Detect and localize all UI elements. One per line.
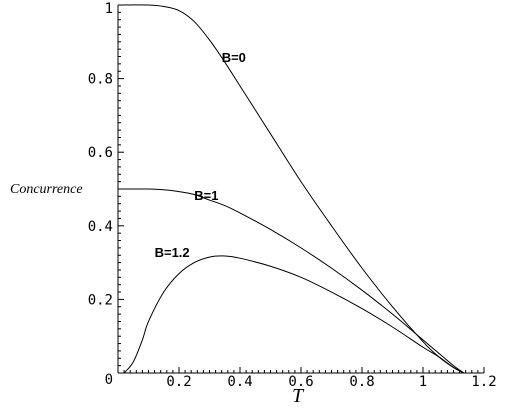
x-tick-label: 0.6	[288, 374, 313, 390]
y-tick-label: 0.6	[88, 145, 113, 161]
y-axis-label: Concurrence	[10, 182, 83, 197]
y-tick-label: 0.4	[88, 219, 113, 235]
curves	[117, 4, 465, 374]
x-tick-label: 0.8	[349, 374, 374, 390]
curve-label: B=1	[194, 188, 218, 203]
y-tick-label: 0	[105, 372, 113, 388]
x-tick-label: 1.2	[471, 374, 496, 390]
x-tick-label: 1	[419, 374, 427, 390]
labels: B=0 B=1 B=1.2	[155, 50, 246, 260]
ticks: 0.2 0.4 0.6 0.8 1 1.2 0 0.2 0.4 0.6 0.8 1	[88, 1, 497, 390]
curve-label: B=1.2	[155, 245, 190, 260]
curve-label: B=0	[222, 50, 246, 65]
axes	[117, 5, 484, 374]
y-tick-label: 0.2	[88, 292, 113, 308]
x-tick-label: 0.4	[227, 374, 252, 390]
series-line-b-1-2	[123, 255, 465, 374]
x-axis-label: T	[292, 385, 305, 407]
y-tick-label: 0.8	[88, 72, 113, 88]
x-tick-label: 0.2	[166, 374, 191, 390]
series-line-b-0	[117, 4, 465, 374]
y-tick-label: 1	[105, 1, 113, 17]
series-line-b-1	[117, 188, 465, 374]
